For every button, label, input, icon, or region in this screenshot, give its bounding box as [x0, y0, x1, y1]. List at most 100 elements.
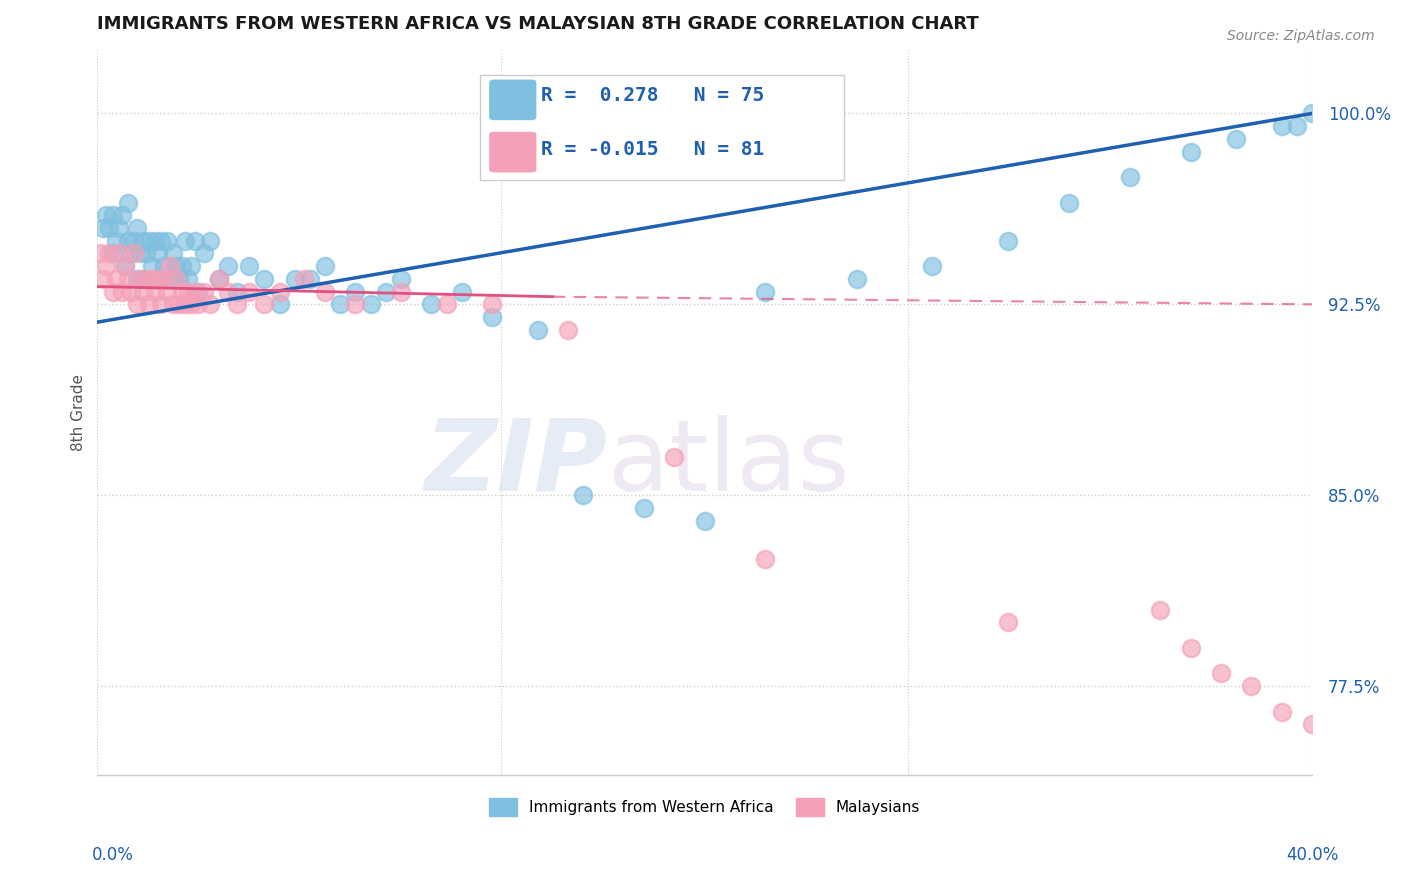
Point	[238, 259, 260, 273]
Point	[132, 285, 155, 299]
Point	[1331, 106, 1354, 120]
Point	[111, 285, 134, 299]
Point	[135, 272, 157, 286]
Point	[436, 297, 458, 311]
Point	[89, 246, 111, 260]
Text: 40.0%: 40.0%	[1286, 846, 1339, 863]
Point	[360, 297, 382, 311]
Point	[150, 234, 173, 248]
Point	[135, 246, 157, 260]
Point	[754, 551, 776, 566]
Point	[344, 297, 367, 311]
Point	[314, 259, 336, 273]
Point	[159, 272, 181, 286]
Text: Source: ZipAtlas.com: Source: ZipAtlas.com	[1227, 29, 1375, 43]
Point	[1331, 730, 1354, 744]
Point	[450, 285, 472, 299]
Point	[198, 297, 221, 311]
Point	[125, 297, 148, 311]
Text: R =  0.278   N = 75: R = 0.278 N = 75	[541, 87, 763, 105]
Point	[101, 208, 124, 222]
Point	[117, 272, 139, 286]
Point	[1119, 170, 1142, 185]
Point	[169, 272, 191, 286]
Point	[165, 272, 187, 286]
Point	[153, 259, 176, 273]
Point	[111, 208, 134, 222]
Point	[132, 272, 155, 286]
Point	[183, 234, 205, 248]
Point	[128, 246, 150, 260]
Point	[104, 272, 127, 286]
Point	[193, 246, 215, 260]
Point	[141, 272, 163, 286]
Point	[292, 272, 315, 286]
Point	[253, 297, 276, 311]
Point	[389, 285, 412, 299]
Point	[1209, 666, 1232, 681]
Point	[226, 297, 249, 311]
Point	[298, 272, 321, 286]
Point	[159, 259, 181, 273]
FancyBboxPatch shape	[488, 78, 537, 121]
Point	[187, 297, 209, 311]
Point	[1271, 705, 1294, 719]
Point	[162, 246, 184, 260]
Point	[93, 221, 115, 235]
Text: IMMIGRANTS FROM WESTERN AFRICA VS MALAYSIAN 8TH GRADE CORRELATION CHART: IMMIGRANTS FROM WESTERN AFRICA VS MALAYS…	[97, 15, 979, 33]
Point	[146, 246, 169, 260]
Point	[198, 234, 221, 248]
Point	[180, 297, 202, 311]
Point	[997, 615, 1019, 630]
FancyBboxPatch shape	[479, 75, 845, 180]
Point	[122, 234, 145, 248]
Point	[481, 310, 503, 324]
Point	[344, 285, 367, 299]
Point	[269, 285, 291, 299]
Point	[481, 297, 503, 311]
Point	[217, 259, 239, 273]
Point	[93, 272, 115, 286]
Point	[107, 221, 129, 235]
Point	[183, 285, 205, 299]
Point	[153, 272, 176, 286]
Text: R = -0.015   N = 81: R = -0.015 N = 81	[541, 141, 763, 160]
Point	[845, 272, 868, 286]
Point	[921, 259, 943, 273]
Point	[226, 285, 249, 299]
Point	[98, 221, 121, 235]
Text: atlas: atlas	[607, 415, 849, 512]
Point	[146, 272, 169, 286]
Point	[1149, 603, 1171, 617]
Point	[526, 323, 548, 337]
Point	[172, 259, 194, 273]
Point	[557, 323, 579, 337]
Point	[572, 488, 595, 502]
Point	[132, 234, 155, 248]
Point	[253, 272, 276, 286]
Point	[104, 234, 127, 248]
Point	[208, 272, 231, 286]
Point	[143, 285, 166, 299]
Point	[96, 208, 118, 222]
Point	[156, 234, 179, 248]
Point	[114, 259, 136, 273]
Point	[141, 259, 163, 273]
Point	[107, 246, 129, 260]
Point	[172, 285, 194, 299]
Point	[117, 234, 139, 248]
Point	[633, 500, 655, 515]
Point	[114, 259, 136, 273]
Point	[117, 195, 139, 210]
Point	[177, 272, 200, 286]
Point	[1301, 717, 1323, 731]
Point	[1057, 195, 1080, 210]
Text: ZIP: ZIP	[425, 415, 607, 512]
Point	[156, 285, 179, 299]
Point	[314, 285, 336, 299]
Point	[138, 234, 160, 248]
Y-axis label: 8th Grade: 8th Grade	[72, 374, 86, 451]
Point	[269, 297, 291, 311]
Point	[120, 246, 142, 260]
Point	[143, 234, 166, 248]
